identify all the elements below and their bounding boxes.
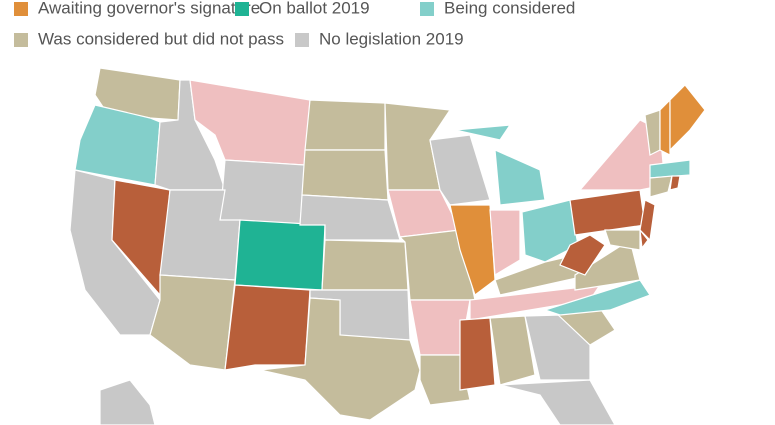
state — [321, 239, 409, 291]
state — [649, 159, 691, 179]
state — [234, 219, 326, 291]
state — [99, 379, 156, 425]
state — [219, 159, 306, 226]
state — [569, 189, 646, 236]
state — [604, 229, 641, 251]
state — [301, 149, 389, 201]
state — [639, 199, 656, 242]
state — [524, 314, 591, 381]
state — [521, 199, 579, 263]
state — [489, 315, 536, 386]
state — [459, 317, 496, 391]
legend-swatch — [14, 33, 28, 47]
legend-label: Was considered but did not pass — [38, 29, 284, 48]
state — [489, 209, 521, 277]
legend-swatch — [235, 2, 249, 16]
state — [419, 354, 471, 406]
state — [639, 228, 649, 250]
state — [149, 274, 236, 371]
legend-label: Awaiting governor's signature — [38, 0, 260, 17]
state — [259, 297, 421, 421]
state — [494, 149, 546, 206]
state — [454, 124, 512, 141]
legend-label: On ballot 2019 — [259, 0, 370, 17]
state — [304, 99, 386, 151]
state — [543, 279, 651, 316]
legend-label: No legislation 2019 — [319, 29, 464, 48]
state — [224, 284, 311, 371]
state — [449, 204, 496, 296]
state — [559, 234, 606, 276]
state — [574, 239, 641, 291]
state — [669, 175, 681, 191]
state — [659, 98, 671, 156]
states — [69, 67, 706, 425]
legend-swatch — [295, 33, 309, 47]
legend-swatch — [420, 2, 434, 16]
legend-label: Being considered — [444, 0, 575, 17]
state — [499, 379, 616, 425]
state — [578, 119, 666, 191]
state — [649, 175, 673, 198]
legend-swatch — [14, 2, 28, 16]
state — [669, 84, 706, 152]
state — [429, 134, 491, 206]
